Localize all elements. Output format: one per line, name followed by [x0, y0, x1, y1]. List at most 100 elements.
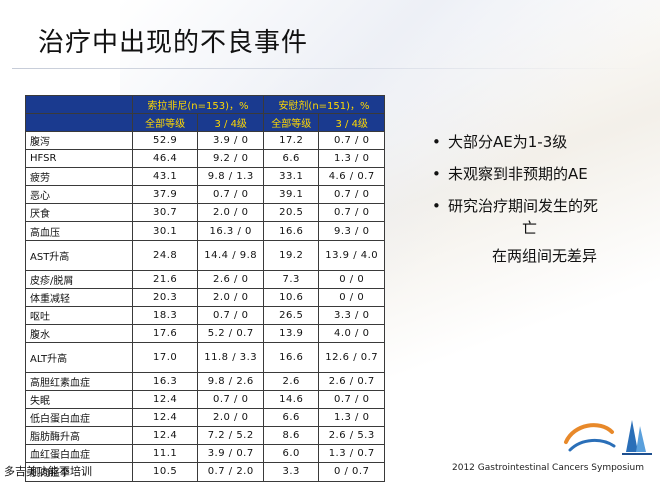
cell-placebo-grade34: 13.9 / 4.0	[318, 239, 385, 271]
cell-sorafenib-grade34: 2.0 / 0	[197, 408, 264, 428]
cell-sorafenib-all: 12.4	[131, 408, 199, 428]
sub-header-all-grades: 全部等级	[131, 113, 199, 132]
bullet-text: 大部分AE为1-3级	[448, 133, 568, 151]
cell-event-name: 疲劳	[25, 167, 133, 187]
cell-sorafenib-all: 30.7	[131, 203, 199, 223]
table-row: 疲劳 43.1 9.8 / 1.3 33.1 4.6 / 0.7	[25, 167, 385, 187]
table-row: 呕吐 18.3 0.7 / 0 26.5 3.3 / 0	[25, 305, 385, 325]
cell-sorafenib-all: 52.9	[131, 130, 199, 151]
table-row: 体重减轻 20.3 2.0 / 0 10.6 0 / 0	[25, 287, 385, 307]
cell-sorafenib-grade34: 14.4 / 9.8	[197, 239, 264, 271]
cell-sorafenib-all: 17.0	[131, 341, 199, 373]
bullet-marker: •	[432, 197, 441, 215]
cell-placebo-grade34: 4.6 / 0.7	[318, 167, 385, 187]
cell-sorafenib-all: 11.1	[131, 444, 199, 464]
cell-sorafenib-grade34: 0.7 / 0	[197, 305, 264, 325]
table-row: 肌肉痉挛 10.5 0.7 / 2.0 3.3 0 / 0.7	[25, 462, 385, 482]
cell-placebo-grade34: 0.7 / 0	[318, 130, 385, 151]
cell-event-name: HFSR	[25, 149, 133, 169]
footer-left-text: 多吉美功能不培训	[4, 465, 92, 478]
cell-sorafenib-all: 12.4	[131, 426, 199, 446]
cell-placebo-all: 13.9	[262, 323, 320, 343]
cell-sorafenib-all: 12.4	[131, 390, 199, 410]
cell-sorafenib-all: 24.8	[131, 239, 199, 271]
cell-placebo-all: 33.1	[262, 167, 320, 187]
table-row: 皮疹/脱屑 21.6 2.6 / 0 7.3 0 / 0	[25, 269, 385, 289]
cell-placebo-all: 7.3	[262, 269, 320, 289]
cell-placebo-grade34: 4.0 / 0	[318, 323, 385, 343]
cell-sorafenib-grade34: 0.7 / 0	[197, 185, 264, 205]
bullet-text: 研究治疗期间发生的死	[448, 197, 599, 215]
cell-sorafenib-all: 20.3	[131, 287, 199, 307]
bullet-marker: •	[432, 165, 441, 183]
cell-event-name: 恶心	[25, 185, 133, 205]
cell-placebo-grade34: 3.3 / 0	[318, 305, 385, 325]
cell-event-name: AST升高	[25, 239, 133, 271]
cell-sorafenib-grade34: 11.8 / 3.3	[197, 341, 264, 373]
table-row: 厌食 30.7 2.0 / 0 20.5 0.7 / 0	[25, 203, 385, 223]
cell-placebo-grade34: 0.7 / 0	[318, 203, 385, 223]
cell-placebo-all: 6.0	[262, 444, 320, 464]
cell-placebo-all: 16.6	[262, 341, 320, 373]
cell-placebo-all: 16.6	[262, 221, 320, 241]
cell-sorafenib-grade34: 2.0 / 0	[197, 287, 264, 307]
cell-placebo-grade34: 0 / 0	[318, 269, 385, 289]
symposium-logo	[564, 420, 652, 455]
table-row: ALT升高 17.0 11.8 / 3.3 16.6 12.6 / 0.7	[25, 341, 385, 373]
cell-placebo-grade34: 0.7 / 0	[318, 390, 385, 410]
bullet-marker: •	[432, 133, 441, 151]
table-row: 高胆红素血症 16.3 9.8 / 2.6 2.6 2.6 / 0.7	[25, 371, 385, 392]
cell-event-name: 脂肪酶升高	[25, 426, 133, 446]
cell-event-name: 腹水	[25, 323, 133, 343]
cell-event-name: 厌食	[25, 203, 133, 223]
cell-placebo-grade34: 2.6 / 0.7	[318, 371, 385, 392]
cell-sorafenib-grade34: 0.7 / 2.0	[197, 462, 264, 482]
cell-placebo-grade34: 0.7 / 0	[318, 185, 385, 205]
cell-sorafenib-all: 46.4	[131, 149, 199, 169]
sub-header-all-grades: 全部等级	[262, 113, 320, 132]
title-divider	[12, 68, 652, 69]
sub-header-grade-3-4: 3 / 4级	[197, 113, 264, 132]
cell-placebo-all: 14.6	[262, 390, 320, 410]
cell-placebo-all: 19.2	[262, 239, 320, 271]
cell-placebo-all: 17.2	[262, 130, 320, 151]
table-row: AST升高 24.8 14.4 / 9.8 19.2 13.9 / 4.0	[25, 239, 385, 271]
slide-title: 治疗中出现的不良事件	[38, 28, 309, 58]
cell-placebo-all: 10.6	[262, 287, 320, 307]
header-corner-cell	[25, 95, 133, 114]
table-row: 腹水 17.6 5.2 / 0.7 13.9 4.0 / 0	[25, 323, 385, 343]
cell-sorafenib-all: 18.3	[131, 305, 199, 325]
table-row: 腹泻 52.9 3.9 / 0 17.2 0.7 / 0	[25, 130, 385, 151]
cell-sorafenib-all: 30.1	[131, 221, 199, 241]
cell-event-name: 低白蛋白血症	[25, 408, 133, 428]
bullet-text-continued: 亡	[522, 219, 538, 237]
cell-sorafenib-grade34: 5.2 / 0.7	[197, 323, 264, 343]
cell-placebo-all: 26.5	[262, 305, 320, 325]
group-header-sorafenib: 索拉非尼(n=153)，%	[131, 95, 264, 114]
cell-sorafenib-grade34: 0.7 / 0	[197, 390, 264, 410]
cell-sorafenib-grade34: 3.9 / 0	[197, 130, 264, 151]
cell-sorafenib-grade34: 7.2 / 5.2	[197, 426, 264, 446]
cell-sorafenib-grade34: 9.2 / 0	[197, 149, 264, 169]
cell-event-name: ALT升高	[25, 341, 133, 373]
cell-sorafenib-grade34: 9.8 / 1.3	[197, 167, 264, 187]
cell-placebo-all: 39.1	[262, 185, 320, 205]
cell-placebo-grade34: 1.3 / 0	[318, 149, 385, 169]
cell-sorafenib-all: 10.5	[131, 462, 199, 482]
cell-placebo-all: 6.6	[262, 149, 320, 169]
table-row: 恶心 37.9 0.7 / 0 39.1 0.7 / 0	[25, 185, 385, 205]
cell-event-name: 血红蛋白血症	[25, 444, 133, 464]
cell-event-name: 失眠	[25, 390, 133, 410]
table-row: 低白蛋白血症 12.4 2.0 / 0 6.6 1.3 / 0	[25, 408, 385, 428]
adverse-events-table: 索拉非尼(n=153)，% 安慰剂(n=151)，% 全部等级 3 / 4级 全…	[25, 95, 386, 482]
table-row: 失眠 12.4 0.7 / 0 14.6 0.7 / 0	[25, 390, 385, 410]
cell-placebo-grade34: 0 / 0	[318, 287, 385, 307]
cell-event-name: 体重减轻	[25, 287, 133, 307]
group-header-row: 索拉非尼(n=153)，% 安慰剂(n=151)，%	[25, 95, 386, 114]
cell-placebo-grade34: 12.6 / 0.7	[318, 341, 385, 373]
cell-placebo-all: 20.5	[262, 203, 320, 223]
header-corner-cell	[25, 113, 133, 132]
bullet-item: • 未观察到非预期的AE	[432, 164, 652, 184]
key-points: • 大部分AE为1-3级 • 未观察到非预期的AE • 研究治疗期间发生的死 亡 在两…	[432, 132, 652, 278]
